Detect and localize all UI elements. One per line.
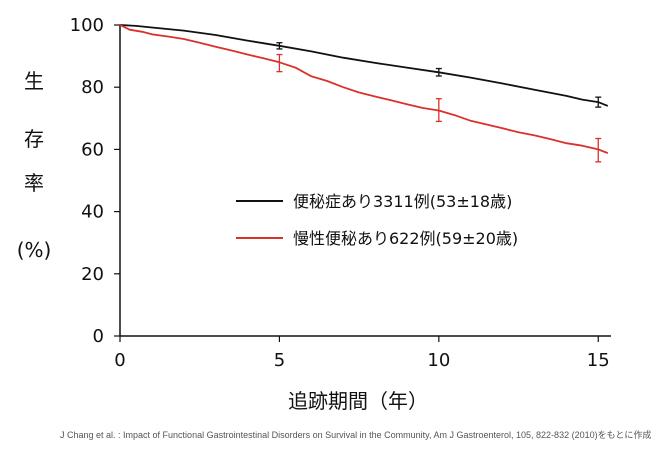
x-axis-label: 追跡期間（年） [288, 389, 428, 413]
x-tick-label: 15 [587, 350, 610, 371]
error-bars [276, 42, 602, 163]
y-axis-label-char: 率 [24, 171, 44, 195]
source-footnote: J Chang et al. : Impact of Functional Ga… [60, 430, 652, 440]
survival-chart: 0 20 40 60 80 100 0 5 10 15 便秘症あり3311例(53±18歳) 慢性便… [17, 15, 611, 413]
y-tick-label: 20 [81, 264, 104, 285]
y-tick-label: 40 [81, 202, 104, 223]
axes [119, 25, 611, 337]
axis-labels: 生存率 (%) 追跡期間（年） [17, 69, 428, 413]
y-tick-label: 80 [81, 77, 104, 98]
y-axis-label-char: 生 [24, 69, 44, 93]
x-tick-label: 5 [274, 350, 285, 371]
ticks: 0 20 40 60 80 100 0 5 10 15 [70, 15, 610, 371]
legend: 便秘症あり3311例(53±18歳) 慢性便秘あり622例(59±20歳) [236, 192, 518, 248]
series-line-2 [119, 24, 609, 154]
series-lines [119, 24, 609, 154]
legend-label-2: 慢性便秘あり622例(59±20歳) [293, 229, 518, 248]
x-tick-label: 0 [114, 350, 125, 371]
y-axis-label-unit: (%) [17, 238, 52, 262]
series-line-1 [119, 24, 609, 107]
y-tick-label: 60 [81, 139, 104, 160]
x-tick-label: 10 [427, 350, 450, 371]
y-axis-label-char: 存 [24, 127, 44, 151]
legend-label-1: 便秘症あり3311例(53±18歳) [293, 192, 512, 211]
y-tick-label: 0 [93, 326, 104, 347]
y-tick-label: 100 [70, 15, 104, 36]
